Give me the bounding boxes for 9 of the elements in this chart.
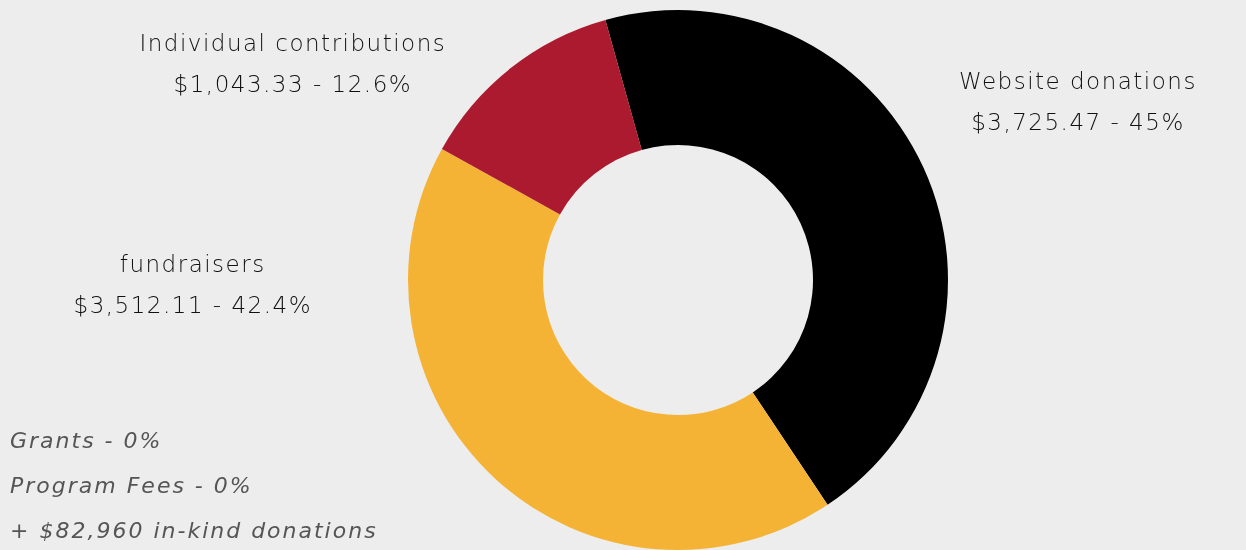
data-label: $3,725.47 - 45% — [970, 108, 1186, 137]
slice-label: Individual contributions — [139, 29, 447, 58]
data-label: $1,043.33 - 12.6% — [172, 70, 414, 99]
slice-label: Website donations — [959, 67, 1197, 96]
text: Grants - 0% — [10, 428, 163, 453]
data-label: $3,512.11 - 42.4% — [73, 291, 313, 320]
slice-label: fundraisers — [118, 250, 267, 279]
text: + $82,960 in-kind donations — [10, 518, 378, 543]
text: Program Fees - 0% — [10, 473, 253, 498]
